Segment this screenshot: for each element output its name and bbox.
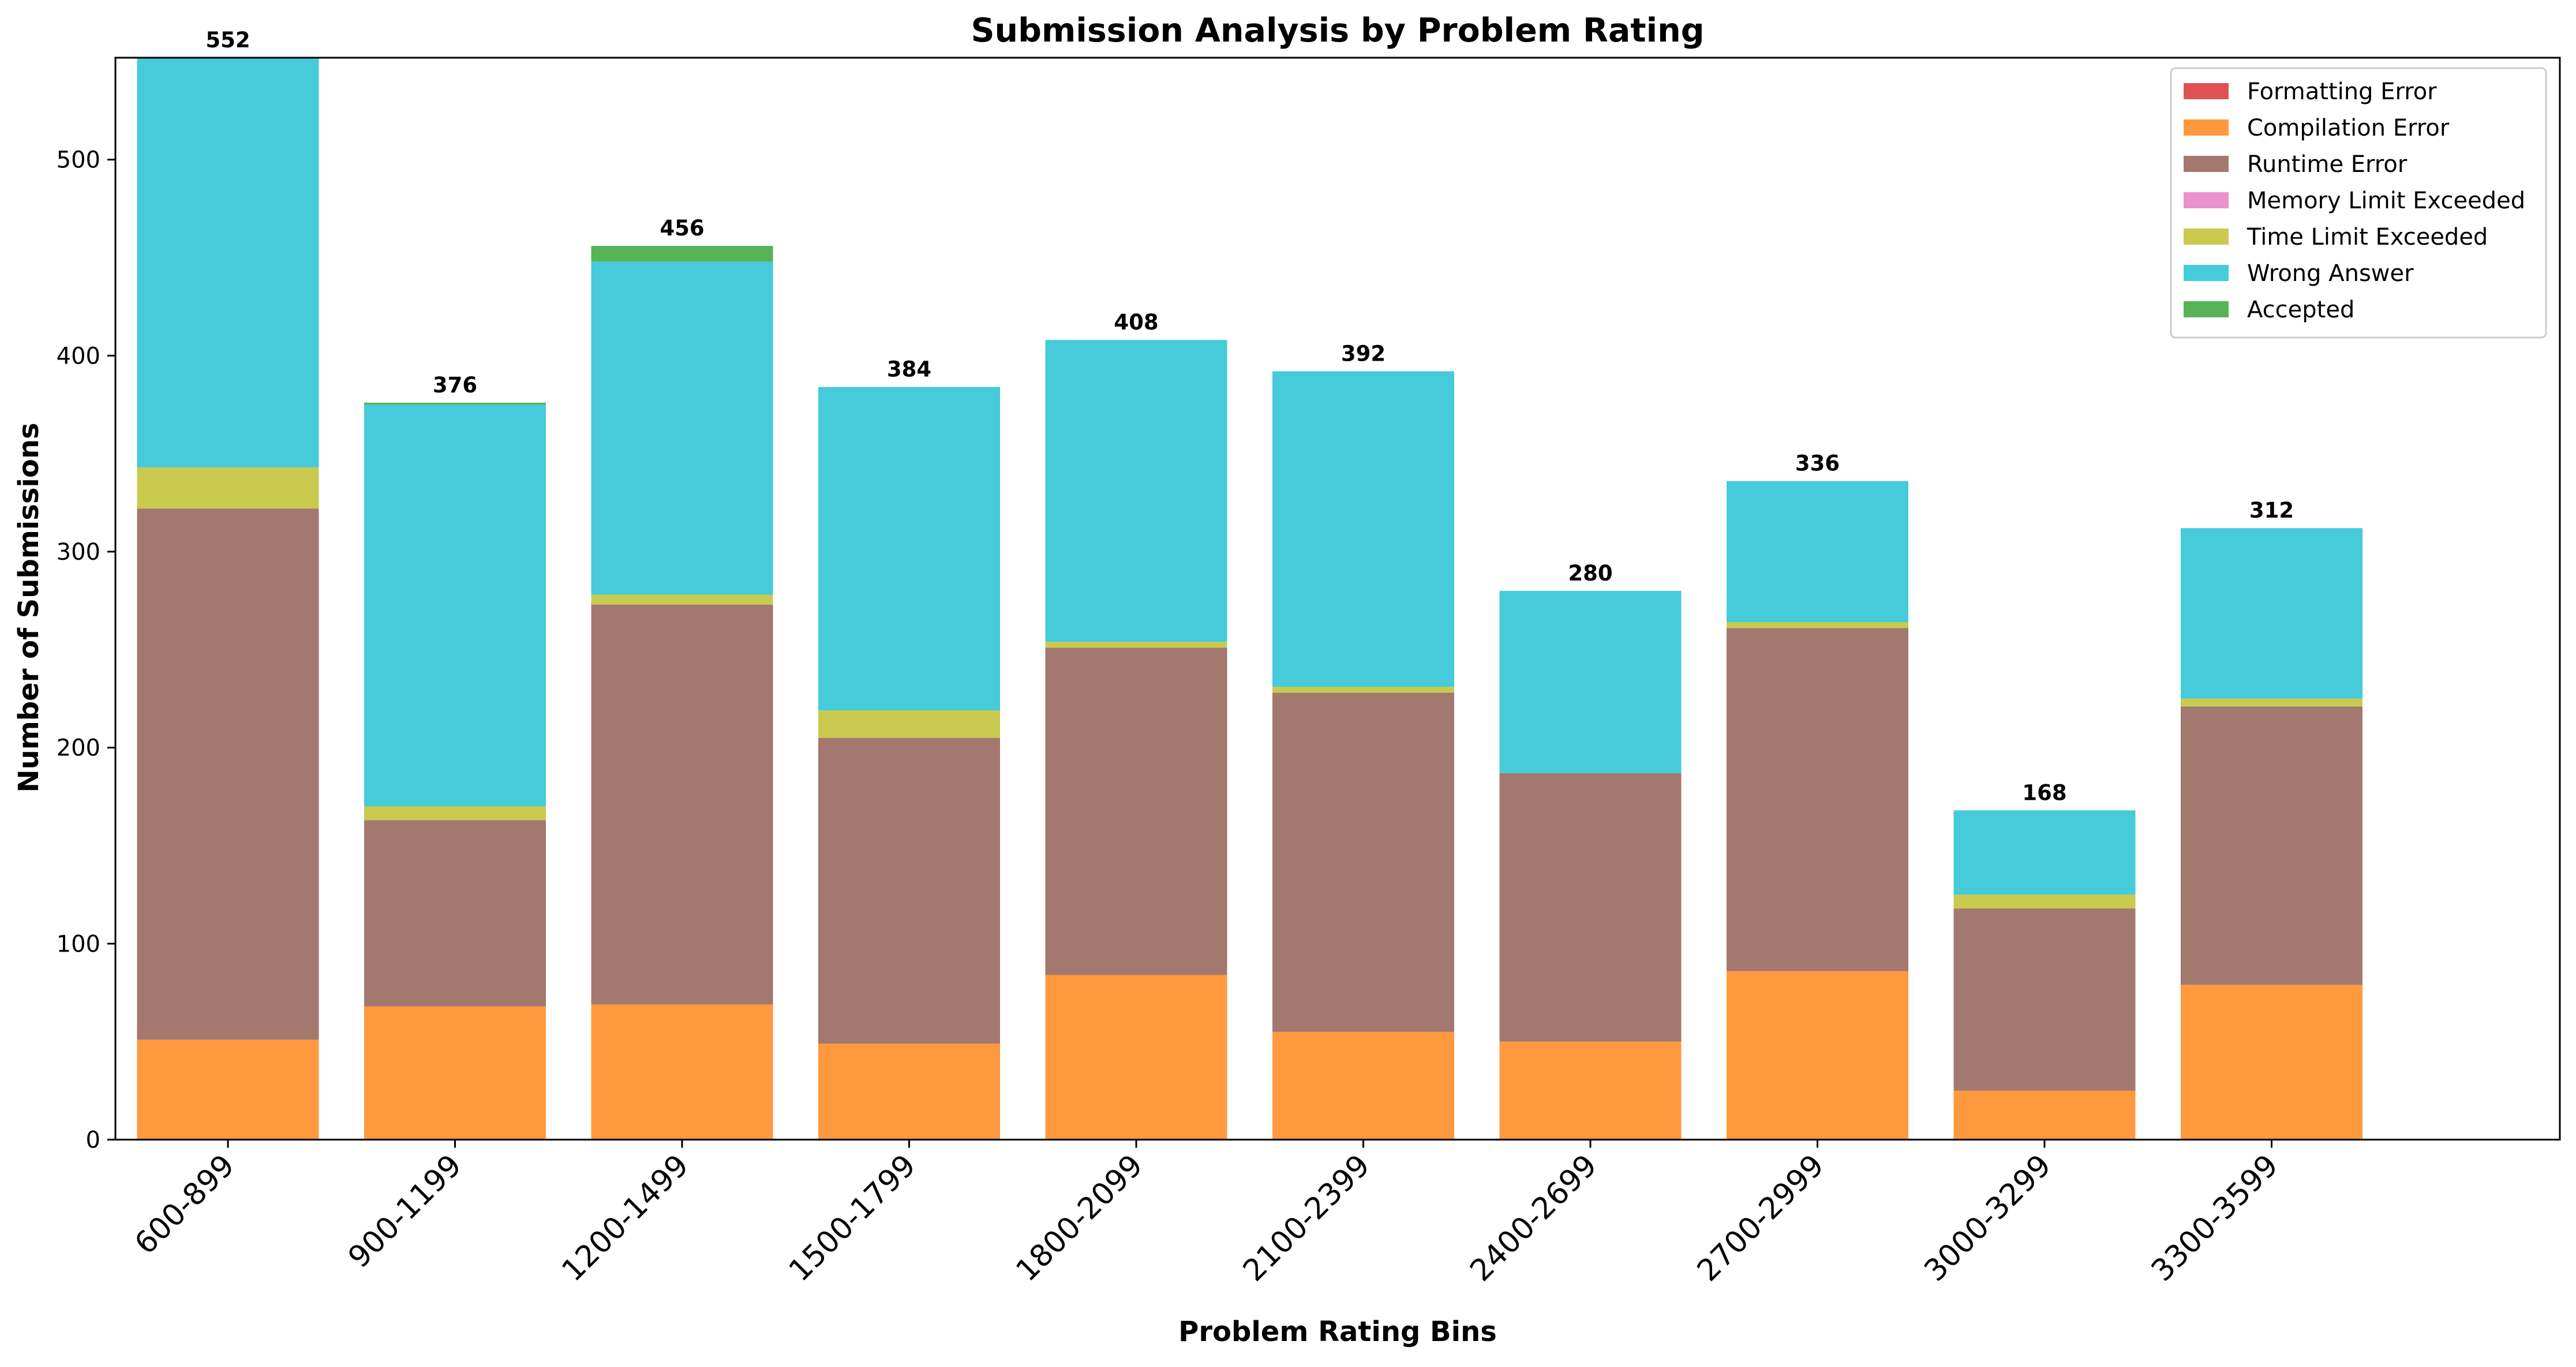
bar-total-label: 456 bbox=[660, 216, 704, 241]
bar-total-label: 408 bbox=[1114, 310, 1158, 335]
y-axis-label: Number of Submissions bbox=[13, 422, 45, 792]
legend-swatch bbox=[2184, 83, 2229, 99]
bar-segment bbox=[364, 402, 546, 405]
bar-segment bbox=[1045, 647, 1227, 975]
bar-segment bbox=[1499, 1042, 1682, 1140]
bar-segment bbox=[137, 467, 319, 509]
x-tick-label: 600-899 bbox=[128, 1148, 241, 1261]
legend-label: Memory Limit Exceeded bbox=[2247, 188, 2525, 214]
x-axis-label: Problem Rating Bins bbox=[1178, 1316, 1497, 1348]
y-tick-label: 300 bbox=[57, 539, 100, 565]
bars-layer bbox=[137, 58, 2362, 1140]
y-tick-label: 0 bbox=[86, 1127, 100, 1153]
bar-segment bbox=[591, 604, 773, 1005]
bar-segment bbox=[137, 58, 319, 467]
bar-segment bbox=[818, 710, 1000, 738]
bar-segment bbox=[818, 387, 1000, 711]
bar-segment bbox=[591, 261, 773, 595]
bar-segment bbox=[1045, 642, 1227, 648]
x-tick-label: 900-1199 bbox=[342, 1148, 468, 1275]
total-labels-layer: 552 376 456 384 408 392 280 336 168 312 bbox=[205, 28, 2294, 805]
x-tick-label: 1800-2099 bbox=[1009, 1148, 1150, 1289]
bar-segment bbox=[818, 737, 1000, 1044]
legend-swatch bbox=[2184, 229, 2229, 245]
legend-swatch bbox=[2184, 119, 2229, 136]
bar-segment bbox=[1272, 687, 1454, 693]
bar-total-label: 168 bbox=[2022, 780, 2066, 805]
bar-segment bbox=[1499, 590, 1682, 773]
bar-segment bbox=[1272, 692, 1454, 1032]
chart-title: Submission Analysis by Problem Rating bbox=[971, 12, 1704, 50]
y-tick-label: 500 bbox=[57, 147, 100, 174]
bar-segment bbox=[1272, 371, 1454, 687]
y-tick-label: 400 bbox=[57, 343, 100, 369]
bar-segment bbox=[1727, 971, 1908, 1140]
legend-swatch bbox=[2184, 265, 2229, 281]
bar-segment bbox=[591, 594, 773, 605]
legend-label: Accepted bbox=[2247, 297, 2354, 323]
bar-total-label: 312 bbox=[2249, 498, 2294, 523]
legend: Formatting Error Compilation Error Runtime… bbox=[2170, 67, 2547, 339]
legend-label: Compilation Error bbox=[2247, 115, 2450, 141]
legend-swatch bbox=[2184, 156, 2229, 172]
bar-segment bbox=[137, 1039, 319, 1140]
bar-segment bbox=[591, 246, 773, 262]
x-tick-label: 3300-3599 bbox=[2145, 1148, 2285, 1289]
bar-segment bbox=[364, 806, 546, 821]
bar-total-label: 392 bbox=[1341, 341, 1386, 366]
bar-segment bbox=[364, 1006, 546, 1140]
bar-segment bbox=[2181, 528, 2362, 699]
x-tick-label: 2100-2399 bbox=[1237, 1148, 1377, 1289]
bar-segment bbox=[364, 405, 546, 807]
bar-segment bbox=[1499, 773, 1682, 1042]
legend-label: Time Limit Exceeded bbox=[2246, 224, 2488, 250]
bar-segment bbox=[2181, 698, 2362, 707]
bar-segment bbox=[1727, 628, 1908, 971]
bar-total-label: 336 bbox=[1795, 451, 1840, 476]
bar-total-label: 280 bbox=[1568, 561, 1612, 586]
bar-segment bbox=[364, 820, 546, 1007]
x-tick-label: 2400-2699 bbox=[1463, 1148, 1604, 1289]
bar-segment bbox=[591, 1004, 773, 1140]
bar-segment bbox=[1727, 622, 1908, 628]
bar-segment bbox=[2181, 706, 2362, 985]
legend-swatch bbox=[2184, 301, 2229, 317]
bar-segment bbox=[1045, 340, 1227, 642]
x-tick-label: 1500-1799 bbox=[782, 1148, 923, 1289]
bar-total-label: 552 bbox=[205, 28, 250, 53]
x-tick-label: 3000-3299 bbox=[1918, 1148, 2058, 1289]
legend-swatch bbox=[2184, 192, 2229, 208]
bar-segment bbox=[1045, 975, 1227, 1140]
bar-segment bbox=[2181, 984, 2362, 1140]
bar-segment bbox=[1953, 810, 2136, 895]
legend-label: Wrong Answer bbox=[2247, 260, 2414, 287]
y-tick-label: 100 bbox=[57, 931, 100, 957]
x-tick-label: 1200-1499 bbox=[555, 1148, 695, 1289]
legend-label: Runtime Error bbox=[2247, 151, 2407, 178]
bar-segment bbox=[137, 508, 319, 1040]
bar-segment bbox=[1953, 894, 2136, 909]
bar-segment bbox=[1272, 1032, 1454, 1140]
bar-segment bbox=[818, 1043, 1000, 1140]
legend-box bbox=[2170, 67, 2547, 339]
x-tick-label: 2700-2999 bbox=[1691, 1148, 1831, 1289]
bar-segment bbox=[1953, 908, 2136, 1091]
legend-label: Formatting Error bbox=[2247, 78, 2437, 105]
bar-total-label: 376 bbox=[433, 373, 477, 398]
bar-segment bbox=[1727, 481, 1908, 623]
y-tick-label: 200 bbox=[57, 735, 100, 762]
bar-segment bbox=[1953, 1091, 2136, 1140]
plot-frame bbox=[114, 57, 2561, 1141]
bar-total-label: 384 bbox=[887, 357, 931, 382]
